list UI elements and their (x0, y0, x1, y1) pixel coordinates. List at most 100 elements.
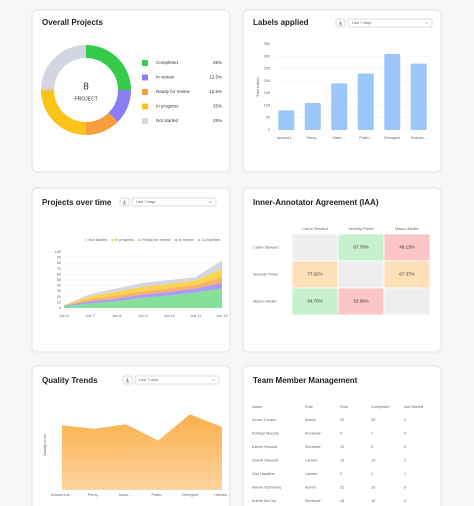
x-tick-label: Maze ... (332, 136, 346, 140)
card-title: Quality Trends (42, 376, 98, 385)
legend-label: Ready for review (142, 238, 171, 242)
filter-text: Last 7 days (136, 200, 156, 204)
matrix-cell (337, 287, 385, 316)
cell-value: 94.76% (307, 299, 322, 304)
center-value: 8 (83, 82, 89, 93)
x-tick-label: Potter... (359, 136, 372, 140)
area-series (64, 288, 222, 308)
table-cell: 14 (371, 459, 375, 463)
y-tick-label: 100 (264, 103, 270, 107)
legend-value: 12.5% (209, 75, 222, 80)
y-tick-label: 40 (57, 284, 61, 288)
legend-dot (84, 238, 88, 242)
bar (304, 102, 321, 130)
cell-value: 87.79% (353, 245, 368, 250)
download-icon (125, 378, 130, 383)
table-cell: 6 (404, 486, 406, 490)
area-series (64, 260, 222, 306)
y-tick-label: 20 (57, 295, 61, 299)
matrix-cell (337, 260, 385, 289)
legend-dot (197, 238, 201, 242)
row-header: Mason Medlin (253, 300, 277, 304)
y-tick-label: 0 (59, 306, 61, 310)
y-tick-label: 200 (264, 79, 270, 83)
table-cell: 1 (371, 472, 373, 476)
legend-swatch (142, 118, 148, 124)
x-tick-label: Maze ... (119, 493, 133, 497)
table-cell: 16 (371, 486, 375, 490)
table-cell: Reviewer (305, 432, 322, 436)
table-cell: Labeler (305, 472, 318, 476)
table-cell: 18 (340, 499, 344, 503)
row-header: Serenity Fisher (253, 273, 279, 277)
legend-swatch (142, 89, 148, 95)
donut-slice (108, 90, 131, 122)
area-series (64, 277, 222, 306)
legend-label: In progress (115, 238, 134, 242)
table-cell: Kathryn Murphy (252, 432, 279, 436)
y-tick-label: 70 (57, 267, 61, 271)
legend-label: Completed (202, 238, 220, 242)
table-cell: 3 (404, 499, 406, 503)
table-cell: Darrell Steward (252, 459, 278, 463)
donut-slice (86, 112, 118, 135)
donut-slice (41, 45, 86, 90)
column-header: Mason Medlin (395, 227, 419, 231)
legend-value: 25% (213, 104, 222, 109)
x-tick-label: Jun 8 (112, 314, 121, 318)
matrix-cell (291, 287, 339, 316)
table-cell: 3 (340, 472, 342, 476)
matrix-cell (383, 287, 431, 316)
area-series (62, 414, 222, 490)
table-cell: 0 (404, 418, 406, 422)
x-tick-label: Jun 10 (164, 314, 175, 318)
table-header: Name (252, 405, 262, 409)
x-tick-label: Around the... (51, 493, 73, 497)
bar (331, 83, 348, 130)
table-cell: 1 (404, 472, 406, 476)
x-tick-label: Jun 7 (86, 314, 95, 318)
bar (384, 53, 401, 131)
table-cell: Labeler (305, 459, 318, 463)
table-cell: Kevan Cooper (252, 418, 277, 422)
table-cell: 9 (340, 432, 342, 436)
table-cell: Marvin McKinney (252, 486, 281, 490)
y-tick-label: 100 (55, 250, 61, 254)
legend-label: In review (156, 75, 175, 80)
legend-label: Not started (156, 118, 179, 123)
legend-dot (138, 238, 141, 242)
filter-dropdown[interactable] (134, 375, 220, 385)
chevron (424, 22, 429, 25)
table-cell: Reviewer (305, 499, 322, 503)
donut-slice (41, 90, 86, 135)
matrix-cell (291, 233, 339, 262)
download-icon (122, 200, 127, 205)
table-cell: 15 (371, 499, 375, 503)
card-title: Inner-Annotator Agreement (IAA) (253, 198, 379, 207)
y-tick-label: 90 (57, 256, 61, 260)
x-tick-label: Percy... (306, 136, 319, 140)
table-cell: 12 (340, 445, 344, 449)
matrix-cell (383, 260, 431, 289)
card-title: Projects over time (42, 198, 112, 207)
filter-dropdown[interactable] (347, 18, 433, 28)
legend-label: Completed (156, 60, 178, 65)
table-header: Completed (371, 405, 389, 409)
y-tick-label: 80 (57, 261, 61, 265)
card-title: Overall Projects (42, 18, 103, 27)
y-tick-label: 50 (57, 278, 61, 282)
donut-slice (86, 45, 131, 90)
y-tick-label: 0 (268, 128, 270, 132)
x-tick-label: Holmes... (214, 493, 230, 497)
cell-value: 49.13% (399, 245, 414, 250)
x-tick-label: Jun 12 (216, 314, 227, 318)
card (31, 187, 231, 353)
filter-dropdown[interactable] (131, 197, 217, 207)
card (242, 365, 442, 506)
cell-value: 53.68% (353, 299, 368, 304)
table-cell: 3 (404, 445, 406, 449)
y-tick-label: 60 (57, 272, 61, 276)
column-header: Serenity Fisher (348, 227, 374, 231)
y-axis-label: Quality score (43, 434, 47, 456)
